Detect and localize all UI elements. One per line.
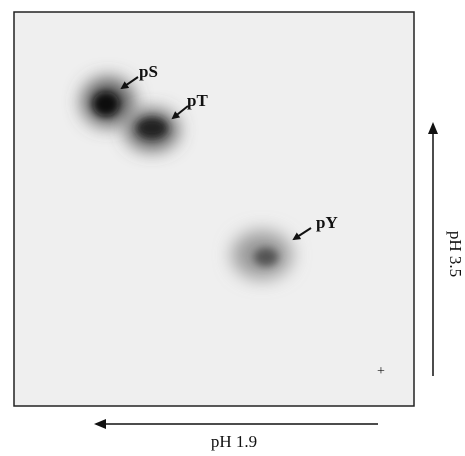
- x-axis-label: pH 1.9: [211, 432, 257, 451]
- spot-ps: [93, 92, 119, 116]
- spot-label: pS: [139, 62, 158, 81]
- spots: [82, 78, 292, 279]
- arrow-ps: [120, 76, 139, 90]
- spot-label: pY: [316, 213, 338, 232]
- origin-mark: +: [377, 364, 385, 379]
- arrow-pt: [171, 105, 189, 120]
- spot-label: pT: [187, 91, 208, 110]
- arrow-py: [292, 227, 312, 241]
- spot-py: [254, 248, 278, 266]
- spot-pt: [137, 118, 167, 138]
- tlc-plate: [13, 11, 415, 407]
- y-axis-label: pH 3.5: [446, 231, 465, 277]
